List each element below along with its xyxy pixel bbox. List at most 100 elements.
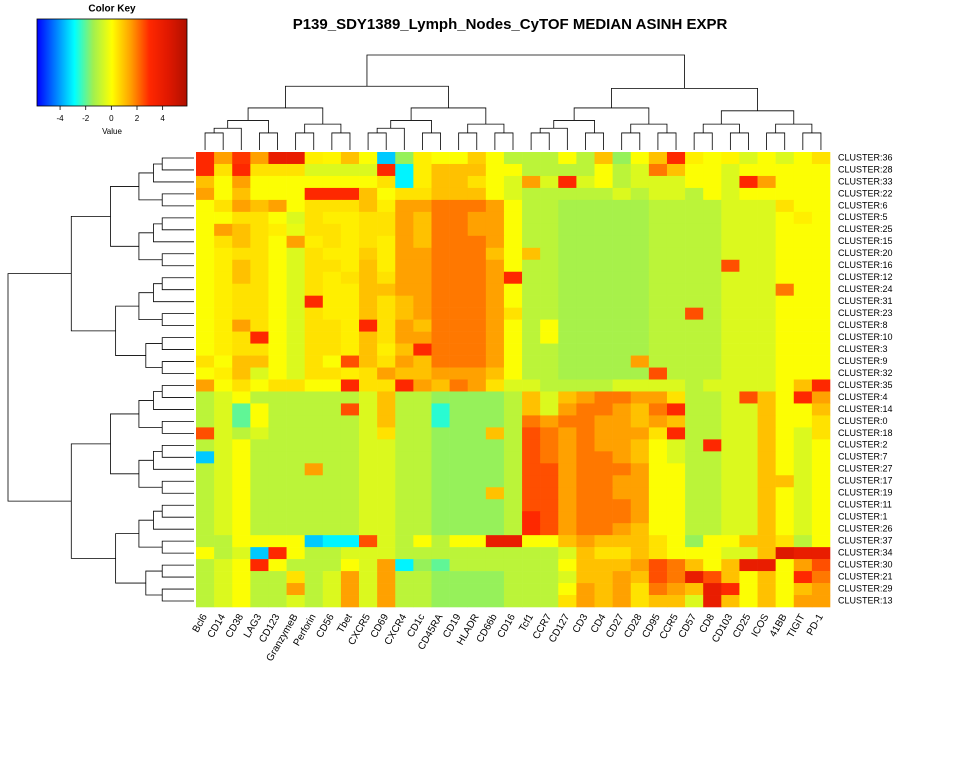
heatmap-cell bbox=[630, 463, 650, 476]
heatmap-cell bbox=[703, 451, 722, 464]
heatmap-cell bbox=[648, 427, 668, 440]
heatmap-cell bbox=[268, 187, 287, 201]
heatmap-cell bbox=[666, 451, 686, 464]
heatmap-cell bbox=[685, 175, 704, 189]
heatmap-cell bbox=[522, 487, 541, 500]
heatmap-cell bbox=[503, 415, 523, 428]
row-label: CLUSTER:37 bbox=[838, 536, 893, 546]
heatmap-cell bbox=[558, 535, 577, 548]
heatmap-cell bbox=[576, 535, 595, 548]
heatmap-cell bbox=[268, 487, 287, 500]
heatmap-cell bbox=[413, 499, 432, 512]
heatmap-cell bbox=[721, 595, 740, 608]
heatmap-cell bbox=[612, 571, 632, 584]
heatmap-cell bbox=[304, 259, 324, 273]
heatmap-cell bbox=[648, 403, 668, 416]
heatmap-cell bbox=[757, 152, 776, 165]
heatmap-cell bbox=[522, 259, 541, 273]
heatmap-cell bbox=[485, 331, 505, 344]
heatmap-cell bbox=[214, 403, 233, 416]
heatmap-cell bbox=[811, 199, 831, 213]
heatmap-cell bbox=[359, 583, 378, 596]
heatmap-cell bbox=[757, 247, 776, 261]
heatmap-cell bbox=[721, 211, 740, 225]
heatmap-cell bbox=[214, 271, 233, 285]
heatmap-cell bbox=[739, 535, 758, 548]
heatmap-cell bbox=[395, 187, 414, 201]
heatmap-cell bbox=[685, 427, 704, 440]
heatmap-cell bbox=[214, 415, 233, 428]
heatmap-cell bbox=[811, 499, 831, 512]
row-dendrogram-link bbox=[161, 253, 194, 267]
heatmap-cell bbox=[395, 535, 414, 548]
heatmap-cell bbox=[232, 319, 251, 332]
heatmap-cell bbox=[214, 319, 233, 332]
heatmap-cell bbox=[467, 163, 487, 177]
heatmap-cell bbox=[322, 463, 342, 476]
heatmap-cell bbox=[485, 427, 505, 440]
heatmap-cell bbox=[340, 559, 360, 572]
heatmap-cell bbox=[666, 152, 686, 165]
heatmap-cell bbox=[540, 175, 559, 189]
heatmap-cell bbox=[775, 439, 795, 452]
heatmap-cell bbox=[757, 367, 776, 380]
heatmap-cell bbox=[775, 271, 795, 285]
row-dendrogram-link bbox=[153, 391, 194, 410]
heatmap-cell bbox=[214, 571, 233, 584]
heatmap-cell bbox=[467, 583, 487, 596]
heatmap-cell bbox=[268, 331, 287, 344]
heatmap-cell bbox=[286, 475, 305, 488]
heatmap-cell bbox=[685, 391, 704, 404]
heatmap-cell bbox=[522, 187, 541, 201]
row-label: CLUSTER:12 bbox=[838, 272, 893, 282]
heatmap-cell bbox=[286, 152, 305, 165]
column-dendrogram-link bbox=[775, 123, 813, 133]
heatmap-cell bbox=[214, 535, 233, 548]
heatmap-cell bbox=[232, 595, 251, 608]
heatmap-cell bbox=[811, 319, 831, 332]
heatmap-cell bbox=[793, 343, 813, 356]
heatmap-cell bbox=[485, 487, 505, 500]
heatmap-cell bbox=[503, 271, 523, 285]
heatmap-cell bbox=[739, 523, 758, 536]
heatmap-cell bbox=[304, 403, 324, 416]
heatmap-cell bbox=[685, 439, 704, 452]
heatmap-cell bbox=[666, 175, 686, 189]
heatmap-cell bbox=[775, 259, 795, 273]
heatmap-cell bbox=[775, 355, 795, 368]
heatmap-cell bbox=[232, 355, 251, 368]
heatmap-cell bbox=[757, 571, 776, 584]
heatmap-cell bbox=[685, 379, 704, 392]
heatmap-cell bbox=[322, 439, 342, 452]
heatmap-cell bbox=[196, 355, 215, 368]
heatmap-cell bbox=[250, 535, 269, 548]
heatmap-cell bbox=[594, 367, 613, 380]
heatmap-cell bbox=[540, 535, 559, 548]
heatmap-cell bbox=[685, 559, 704, 572]
heatmap-cell bbox=[703, 439, 722, 452]
heatmap-cell bbox=[757, 319, 776, 332]
heatmap-cell bbox=[268, 271, 287, 285]
column-dendrogram-link bbox=[366, 54, 685, 89]
heatmap-cell bbox=[811, 559, 831, 572]
heatmap-cell bbox=[214, 175, 233, 189]
heatmap-cell bbox=[395, 427, 414, 440]
heatmap-cell bbox=[485, 463, 505, 476]
heatmap-cell bbox=[232, 283, 251, 296]
heatmap-cell bbox=[522, 451, 541, 464]
heatmap-cell bbox=[214, 547, 233, 560]
heatmap-cell bbox=[340, 391, 360, 404]
heatmap-cell bbox=[811, 583, 831, 596]
row-dendrogram-link bbox=[70, 443, 116, 559]
heatmap-cell bbox=[377, 415, 396, 428]
heatmap-cell bbox=[594, 271, 613, 285]
heatmap-cell bbox=[721, 331, 740, 344]
heatmap-cell bbox=[232, 475, 251, 488]
heatmap-cell bbox=[377, 499, 396, 512]
heatmap-cell bbox=[612, 259, 632, 273]
heatmap-cell bbox=[286, 187, 305, 201]
heatmap-cell bbox=[413, 559, 432, 572]
heatmap-cell bbox=[485, 403, 505, 416]
row-label: CLUSTER:23 bbox=[838, 308, 893, 318]
column-dendrogram-link bbox=[630, 123, 668, 133]
